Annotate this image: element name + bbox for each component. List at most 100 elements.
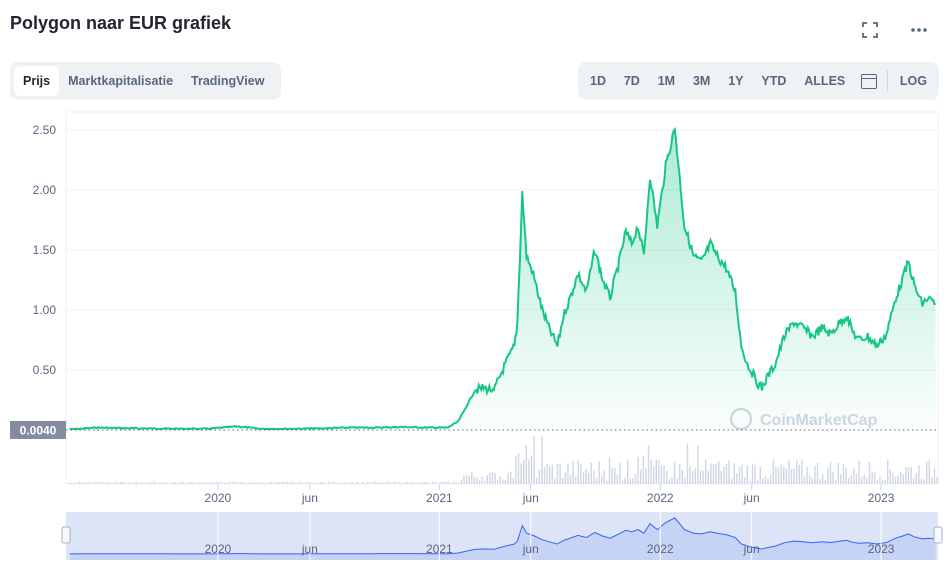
volume-bar: [138, 482, 140, 484]
volume-bar: [699, 470, 702, 484]
volume-bar: [468, 475, 470, 484]
volume-bar: [426, 481, 429, 484]
range-1d[interactable]: 1D: [590, 74, 606, 88]
volume-bar: [736, 473, 738, 484]
volume-bar: [359, 482, 361, 484]
volume-bar: [684, 478, 686, 484]
volume-bar: [286, 481, 288, 484]
volume-bar: [777, 467, 780, 484]
price-area: [69, 129, 936, 430]
volume-bar: [133, 482, 135, 484]
volume-bar: [650, 459, 652, 484]
volume-bar: [481, 476, 483, 484]
volume-bar: [333, 481, 335, 484]
volume-bar: [114, 481, 117, 484]
volume-bar: [112, 482, 114, 484]
volume-bar: [268, 482, 270, 484]
range-ytd[interactable]: YTD: [761, 74, 787, 88]
volume-bar: [707, 470, 709, 484]
volume-bar: [598, 461, 600, 484]
volume-bar: [463, 475, 465, 484]
range-1m[interactable]: 1M: [657, 74, 676, 88]
volume-bar: [109, 481, 111, 484]
volume-bar: [81, 482, 83, 484]
volume-bar: [580, 464, 582, 484]
volume-bar: [829, 461, 832, 484]
volume-bar: [645, 468, 647, 484]
volume-bar: [608, 457, 611, 484]
volume-bar: [476, 477, 478, 484]
volume-bar: [335, 482, 338, 484]
volume-bar: [68, 482, 70, 484]
volume-bar: [780, 464, 782, 484]
volume-bar: [174, 482, 176, 484]
volume-bar: [369, 482, 371, 484]
volume-bar: [884, 480, 886, 484]
volume-bar: [705, 459, 707, 484]
range-divider: [887, 70, 888, 92]
navigator-handle-right[interactable]: [933, 526, 943, 544]
range-alles[interactable]: ALLES: [804, 74, 846, 88]
x-tick-label: 2023: [868, 491, 895, 505]
volume-bar: [663, 465, 665, 484]
volume-bar: [161, 482, 163, 484]
volume-bar: [712, 464, 715, 484]
navigator-tick-label: jun: [301, 542, 318, 556]
navigator-handle-left[interactable]: [61, 526, 71, 544]
volume-bar: [315, 482, 317, 484]
volume-bar: [733, 463, 735, 484]
volume-bar: [816, 463, 819, 484]
volume-bar: [442, 481, 444, 484]
volume-bar: [445, 481, 447, 484]
volume-bar: [783, 466, 785, 484]
volume-bar: [387, 481, 390, 484]
volume-bar: [403, 482, 405, 484]
volume-bar: [341, 482, 343, 484]
volume-bar: [832, 471, 834, 484]
volume-bar: [452, 481, 455, 484]
range-3m[interactable]: 3M: [692, 74, 711, 88]
volume-bar: [728, 460, 730, 484]
volume-bar: [151, 481, 153, 484]
volume-bar: [692, 470, 694, 484]
volume-bar: [216, 481, 218, 484]
volume-bar: [309, 482, 312, 484]
volume-bar: [803, 476, 806, 484]
volume-bar: [421, 481, 423, 484]
volume-bar: [400, 482, 403, 484]
volume-bar: [486, 475, 488, 484]
range-1y[interactable]: 1Y: [728, 74, 744, 88]
volume-bar: [660, 465, 663, 484]
volume-bar: [936, 476, 938, 484]
volume-bar: [538, 469, 540, 484]
tab-prijs[interactable]: Prijs: [14, 66, 60, 96]
watermark-text: CoinMarketCap: [760, 412, 878, 429]
volume-bar: [757, 480, 759, 484]
calendar-icon[interactable]: [861, 73, 878, 89]
volume-bar: [86, 482, 88, 484]
tab-marktkapitalisatie[interactable]: Marktkapitalisatie: [68, 74, 174, 88]
volume-bar: [848, 478, 850, 484]
more-icon[interactable]: [909, 20, 929, 40]
navigator-tick-label: 2023: [868, 542, 895, 556]
volume-bar: [744, 477, 746, 484]
range-7d[interactable]: 7D: [623, 74, 640, 88]
volume-bar: [96, 482, 98, 484]
volume-bar: [346, 482, 348, 484]
volume-bar: [796, 460, 798, 484]
volume-bar: [658, 460, 660, 484]
volume-bar: [575, 476, 577, 484]
fullscreen-icon[interactable]: [860, 20, 880, 40]
volume-bar: [517, 453, 520, 484]
volume-bar: [281, 481, 283, 484]
volume-bar: [798, 464, 800, 484]
log-toggle[interactable]: LOG: [899, 74, 927, 88]
volume-bar: [317, 482, 319, 484]
volume-bar: [868, 461, 871, 484]
volume-bar: [562, 478, 564, 484]
tab-tradingview[interactable]: TradingView: [191, 74, 265, 88]
volume-bar: [296, 482, 299, 484]
volume-bar: [533, 435, 535, 484]
volume-bar: [439, 481, 442, 484]
volume-bar: [169, 482, 171, 484]
